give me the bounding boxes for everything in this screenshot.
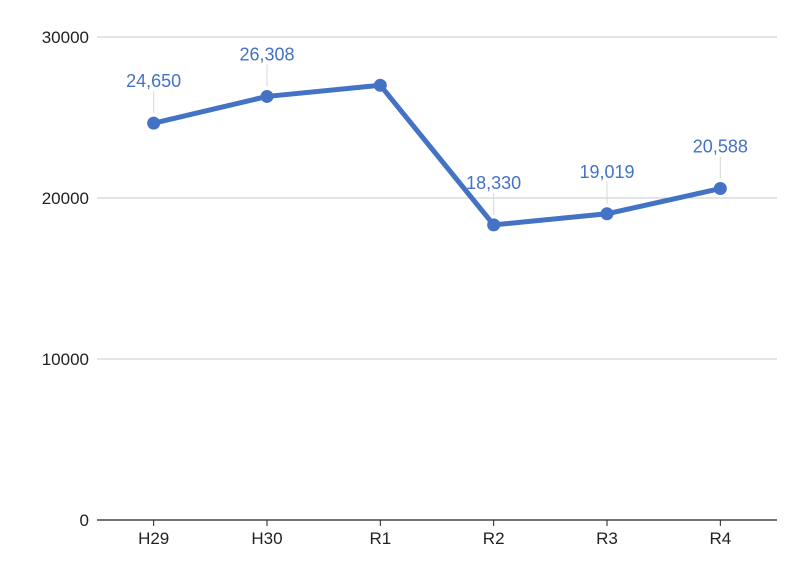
- x-tick-label: H30: [251, 529, 282, 548]
- x-tick-label: R1: [369, 529, 391, 548]
- data-point: [260, 89, 274, 103]
- data-point: [600, 207, 614, 221]
- y-tick-label: 30000: [42, 28, 89, 47]
- data-label-layer: 24,650 26,308 18,330 19,019 20,588: [126, 44, 748, 215]
- x-tick-label: R3: [596, 529, 618, 548]
- grid-layer: [97, 36, 777, 360]
- data-label: 26,308: [239, 44, 294, 64]
- data-point: [147, 116, 161, 130]
- series-line: [151, 82, 723, 228]
- x-tick-label: R4: [709, 529, 731, 548]
- series-layer: [147, 78, 727, 232]
- x-tick-label: R2: [483, 529, 505, 548]
- data-point: [713, 182, 727, 196]
- y-tick-label: 20000: [42, 189, 89, 208]
- data-label: 24,650: [126, 71, 181, 91]
- data-label: 20,588: [693, 137, 748, 157]
- data-point: [373, 78, 387, 92]
- data-label: 18,330: [466, 173, 521, 193]
- axis-layer: 0 10000 20000 30000 H29 H30 R1 R2 R3 R4: [42, 28, 777, 548]
- data-label: 19,019: [579, 162, 634, 182]
- y-tick-label: 10000: [42, 350, 89, 369]
- data-point: [487, 218, 501, 232]
- y-tick-label: 0: [80, 511, 89, 530]
- x-tick-label: H29: [138, 529, 169, 548]
